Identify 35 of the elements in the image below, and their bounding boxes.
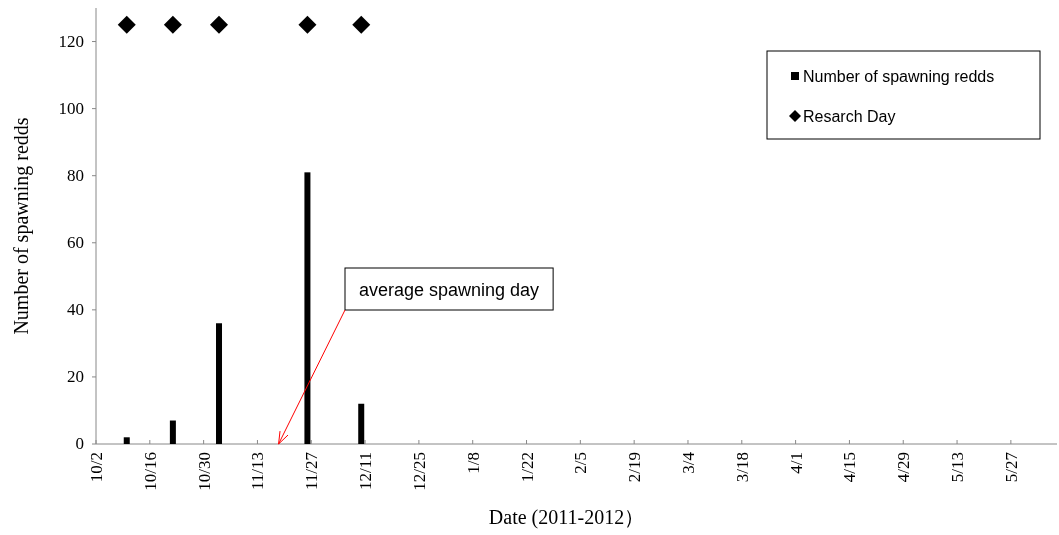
x-tick-label: 3/18	[732, 452, 752, 483]
legend-label: Number of spawning redds	[803, 68, 995, 85]
y-tick-label: 60	[67, 232, 84, 252]
bar	[216, 323, 223, 444]
x-tick-label: 2/5	[571, 452, 591, 474]
legend-label: Resarch Day	[803, 108, 896, 125]
annotation: average spawning day	[359, 280, 540, 300]
x-tick-label: 4/29	[894, 452, 914, 483]
y-tick-label: 80	[67, 165, 84, 185]
bar	[169, 420, 176, 444]
y-axis-title: Number of spawning redds	[10, 117, 33, 335]
x-tick-label: 5/27	[1001, 451, 1021, 483]
x-tick-label: 1/8	[463, 452, 483, 474]
x-tick-label: 10/30	[194, 452, 214, 491]
bar	[304, 172, 311, 444]
x-tick-label: 4/15	[840, 452, 860, 483]
x-tick-label: 12/11	[356, 452, 376, 491]
y-tick-label: 120	[58, 31, 84, 51]
x-tick-label: 11/13	[248, 452, 268, 491]
y-tick-label: 20	[67, 366, 84, 386]
x-tick-label: 4/1	[786, 452, 806, 474]
x-tick-label: 5/13	[948, 452, 968, 483]
x-tick-label: 3/4	[678, 451, 698, 474]
bar	[123, 437, 130, 444]
x-tick-label: 1/22	[517, 452, 537, 483]
y-tick-label: 0	[75, 434, 84, 453]
x-tick-label: 11/27	[302, 451, 322, 491]
x-tick-label: 12/25	[409, 452, 429, 491]
y-tick-label: 40	[67, 299, 84, 319]
x-tick-label: 10/2	[87, 452, 106, 483]
bar	[358, 403, 365, 444]
x-tick-label: 2/19	[625, 452, 645, 483]
y-tick-label: 100	[58, 98, 84, 118]
x-tick-label: 10/16	[140, 452, 160, 491]
x-axis-title: Date (2011-2012）	[488, 506, 645, 529]
